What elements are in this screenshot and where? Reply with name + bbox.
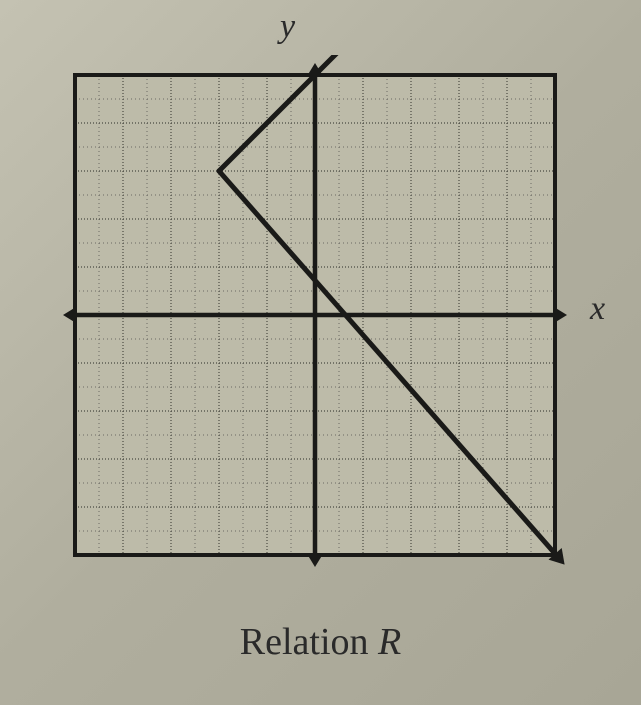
chart-caption: Relation R (0, 620, 641, 664)
page: y x Relation R (0, 0, 641, 705)
y-axis-label: y (280, 8, 295, 46)
caption-text: Relation R (240, 621, 401, 663)
relation-chart (55, 55, 575, 575)
x-axis-label: x (590, 290, 605, 328)
